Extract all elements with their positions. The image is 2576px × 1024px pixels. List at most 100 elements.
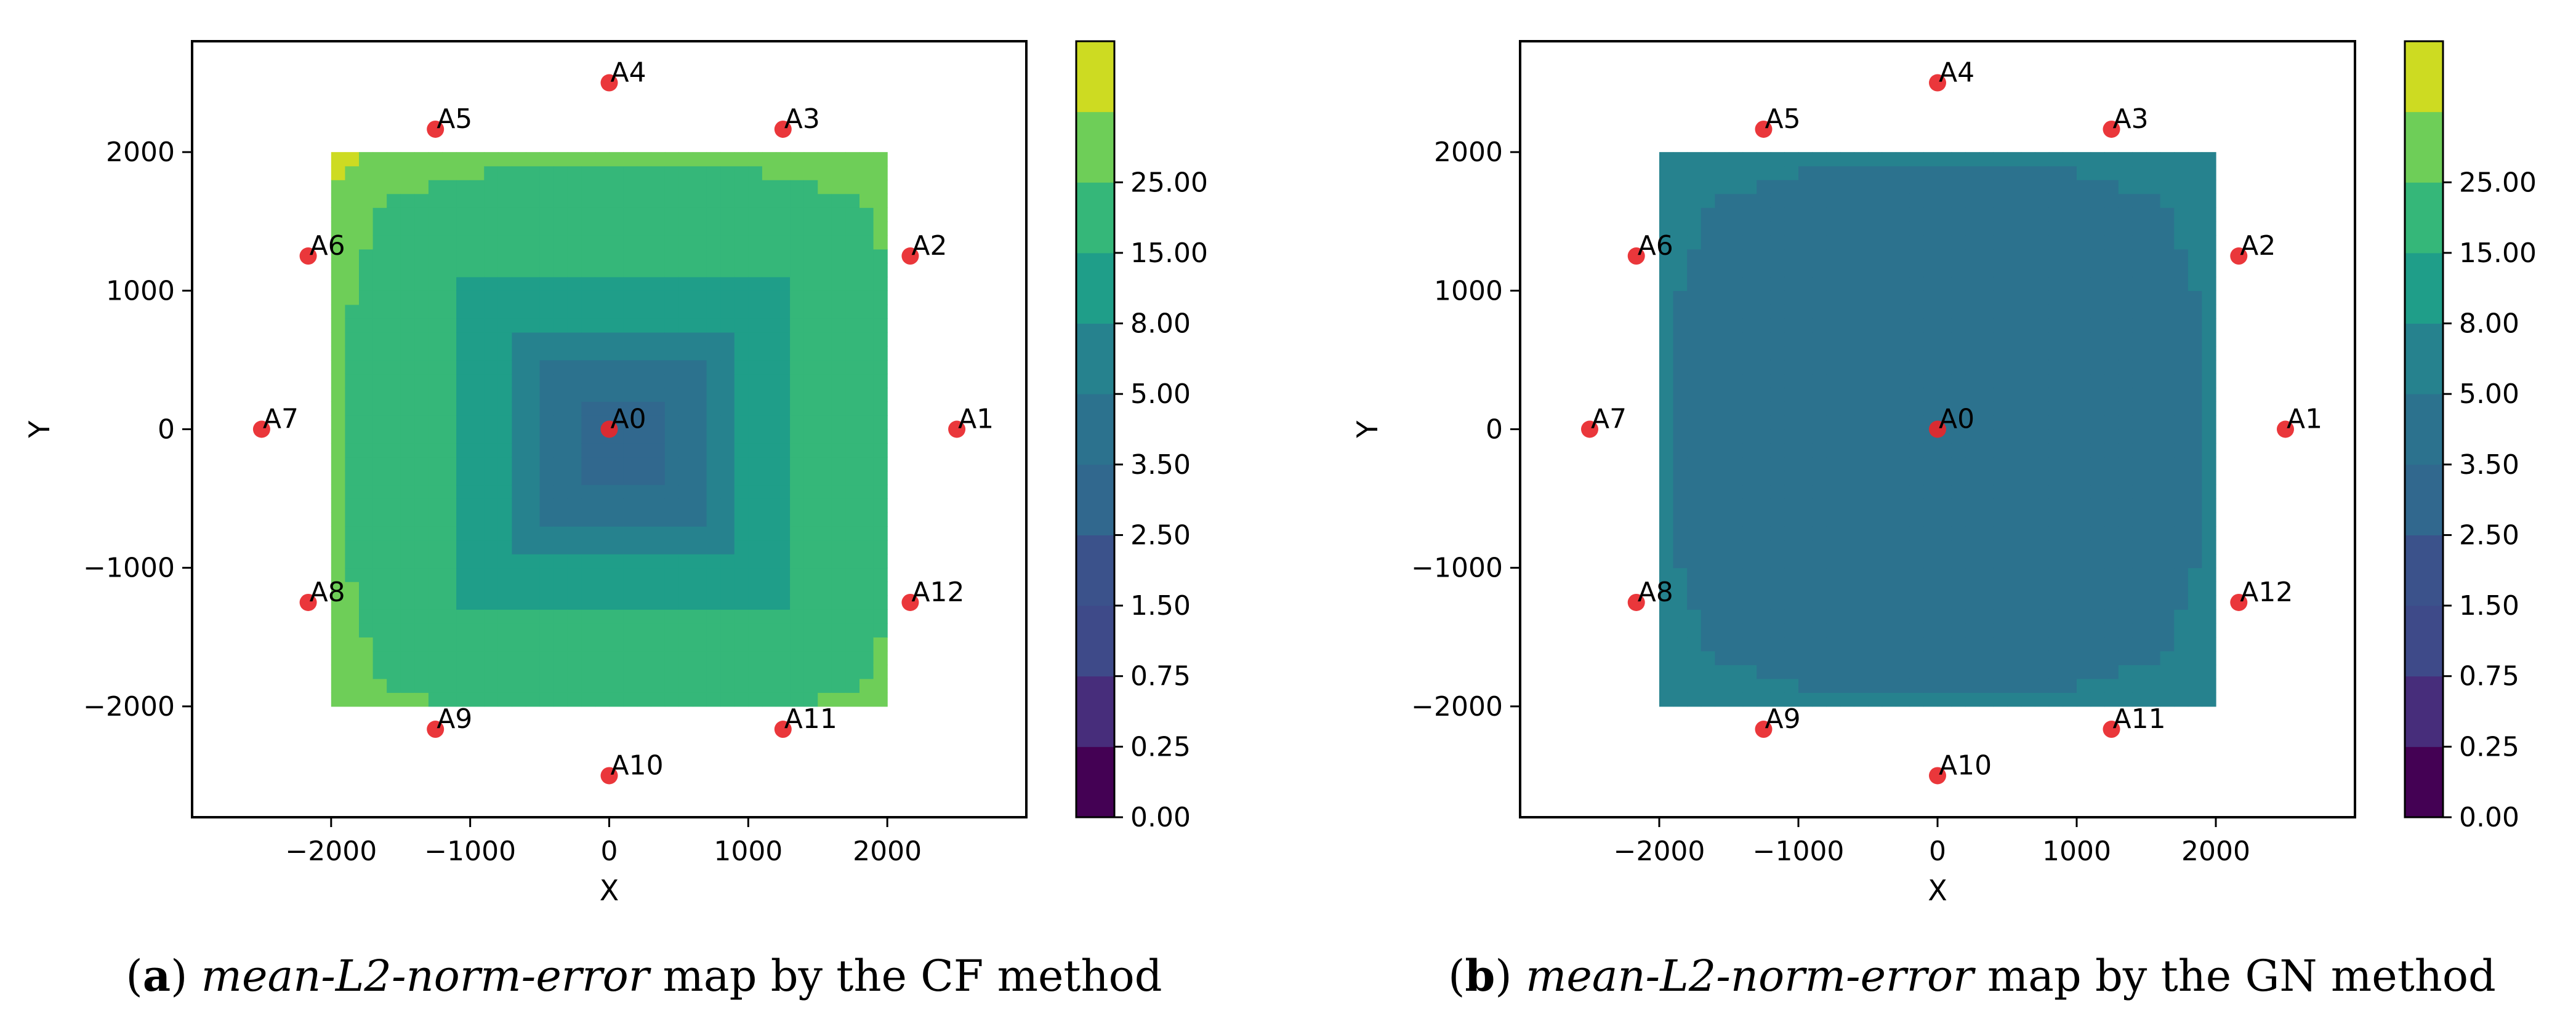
contour-cell (1687, 609, 1702, 624)
contour-cell (1673, 595, 1688, 610)
contour-cell (497, 567, 513, 582)
contour-cell (790, 152, 805, 167)
contour-cell (1812, 180, 1827, 194)
contour-cell (526, 207, 541, 222)
contour-cell (664, 387, 680, 402)
contour-cell (567, 692, 582, 707)
contour-cell (567, 526, 582, 541)
contour-cell (1965, 276, 1980, 291)
contour-cell (803, 650, 818, 665)
contour-cell (2160, 567, 2175, 582)
contour-cell (1784, 166, 1799, 180)
contour-cell (1938, 263, 1952, 278)
contour-cell (637, 359, 651, 375)
contour-cell (1965, 678, 1980, 693)
contour-cell (2063, 166, 2077, 180)
contour-cell (567, 235, 582, 250)
contour-cell (873, 665, 888, 679)
contour-cell (1979, 304, 1994, 319)
contour-cell (1951, 678, 1966, 693)
contour-cell (1965, 595, 1980, 610)
contour-cell (2174, 526, 2189, 541)
contour-cell (693, 152, 707, 167)
contour-cell (748, 180, 763, 194)
contour-cell (2174, 401, 2189, 416)
contour-cell (1729, 276, 1744, 291)
contour-cell (790, 263, 805, 278)
contour-cell (1923, 249, 1938, 263)
contour-cell (1909, 637, 1924, 652)
contour-cell (1729, 207, 1744, 222)
contour-cell (581, 526, 596, 541)
contour-cell (1798, 623, 1813, 638)
contour-cell (831, 484, 847, 499)
contour-cell (1854, 276, 1869, 291)
caption-open: ( (1448, 951, 1465, 1001)
contour-cell (1757, 692, 1771, 707)
contour-cell (2174, 346, 2189, 361)
x-tick-label: 0 (1929, 836, 1946, 867)
contour-cell (1687, 401, 1702, 416)
contour-cell (720, 332, 735, 346)
contour-cell (790, 526, 805, 541)
contour-cell (456, 221, 471, 236)
contour-cell (1673, 637, 1688, 652)
contour-cell (1729, 692, 1744, 707)
contour-cell (1854, 567, 1869, 582)
anchor-point (774, 120, 792, 138)
contour-cell (1840, 471, 1854, 486)
contour-cell (2077, 401, 2091, 416)
contour-cell (1923, 678, 1938, 693)
contour-cell (1757, 415, 1771, 430)
contour-cell (720, 207, 735, 222)
contour-cell (1687, 387, 1702, 402)
contour-cell (345, 623, 360, 638)
contour-cell (664, 249, 680, 263)
contour-cell (331, 609, 346, 624)
contour-cell (734, 415, 749, 430)
contour-cell (2146, 623, 2161, 638)
contour-cell (1757, 290, 1771, 305)
contour-cell (678, 678, 693, 693)
contour-cell (693, 498, 707, 513)
contour-cell (1784, 415, 1799, 430)
contour-cell (1938, 484, 1952, 499)
contour-cell (2090, 678, 2105, 693)
contour-cell (693, 582, 707, 596)
contour-cell (776, 457, 791, 471)
contour-cell (581, 193, 596, 208)
contour-cell (873, 180, 888, 194)
contour-cell (1923, 484, 1938, 499)
contour-cell (664, 637, 680, 652)
contour-cell (1701, 471, 1715, 486)
contour-cell (1882, 678, 1896, 693)
contour-cell (1729, 623, 1744, 638)
contour-cell (623, 498, 638, 513)
contour-cell (831, 346, 847, 361)
contour-cell (762, 692, 777, 707)
contour-cell (2188, 443, 2202, 458)
contour-cell (1868, 263, 1883, 278)
contour-cell (637, 526, 651, 541)
contour-cell (2132, 152, 2147, 167)
contour-cell (372, 567, 387, 582)
x-tick-label: −2000 (285, 836, 377, 867)
contour-cell (1673, 180, 1688, 194)
contour-cell (2048, 401, 2063, 416)
contour-cell (720, 540, 735, 554)
contour-cell (1993, 276, 2008, 291)
contour-cell (414, 263, 429, 278)
contour-cell (1882, 152, 1896, 167)
contour-cell (400, 471, 415, 486)
contour-cell (331, 650, 346, 665)
contour-cell (331, 180, 346, 194)
contour-cell (331, 415, 346, 430)
contour-cell (1701, 692, 1715, 707)
contour-cell (748, 359, 763, 375)
contour-cell (1742, 346, 1757, 361)
contour-cell (803, 609, 818, 624)
contour-cell (581, 512, 596, 527)
contour-cell (2160, 290, 2175, 305)
contour-cell (484, 263, 499, 278)
contour-cell (428, 152, 443, 167)
